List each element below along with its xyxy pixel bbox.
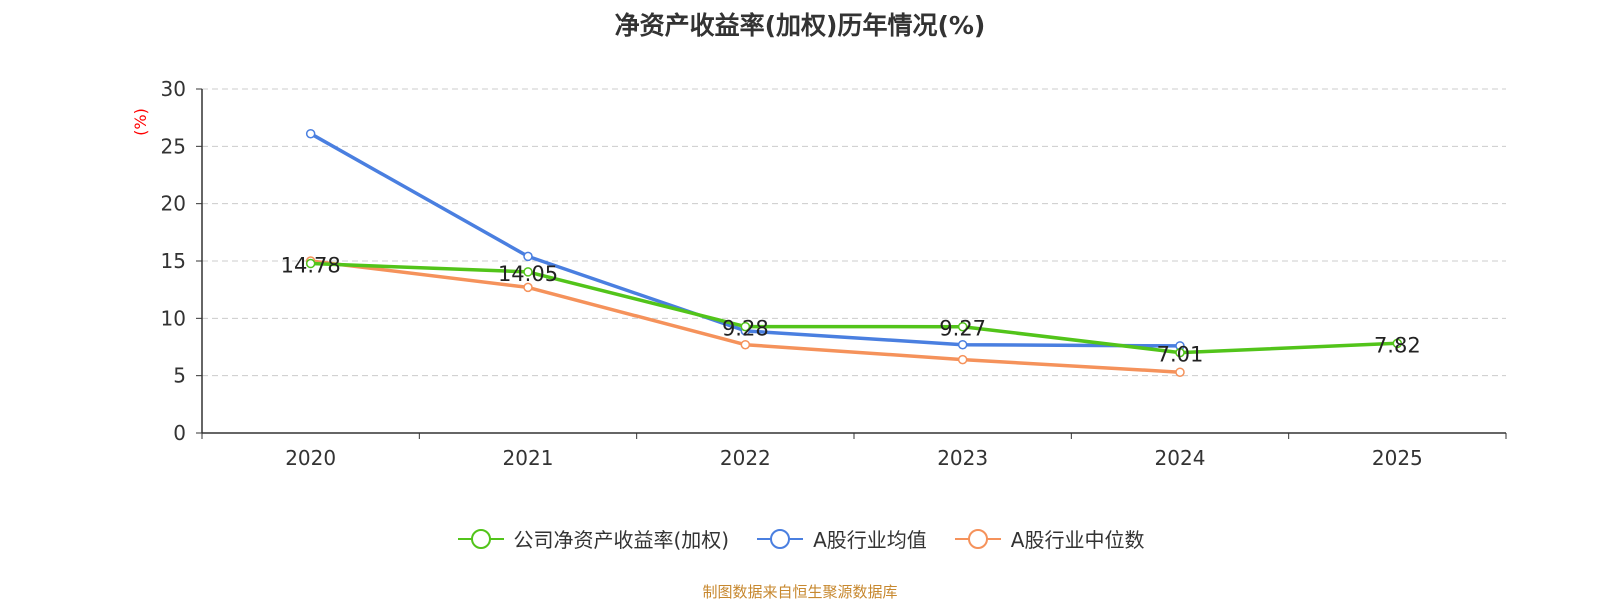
data-label: 7.82 xyxy=(1374,333,1421,357)
legend: 公司净资产收益率(加权) A股行业均值 A股行业中位数 xyxy=(0,524,1600,553)
series-lines xyxy=(305,128,1403,377)
x-tick-label: 2024 xyxy=(1155,446,1206,470)
x-tick-label: 2025 xyxy=(1372,446,1423,470)
data-label: 14.05 xyxy=(498,262,558,286)
y-tick-label: 0 xyxy=(173,421,186,445)
legend-circle xyxy=(470,528,491,549)
data-point xyxy=(305,128,316,139)
data-point xyxy=(740,321,751,332)
series-line xyxy=(310,261,1398,355)
chart-title: 净资产收益率(加权)历年情况(%) xyxy=(614,11,986,40)
x-tick-label: 2022 xyxy=(720,446,771,470)
data-point xyxy=(523,282,533,293)
grid-lines xyxy=(202,88,1506,377)
x-tick-label: 2023 xyxy=(937,446,988,470)
legend-item[interactable]: A股行业中位数 xyxy=(953,524,1145,553)
x-tick-label: 2021 xyxy=(503,446,554,470)
y-tick-label: 15 xyxy=(161,249,186,273)
data-point xyxy=(523,251,533,262)
data-point xyxy=(740,339,751,350)
data-label: 14.78 xyxy=(281,254,341,278)
y-tick-label: 20 xyxy=(161,192,186,216)
y-tick-label: 10 xyxy=(161,306,186,330)
data-point xyxy=(1392,338,1403,349)
legend-circle xyxy=(770,528,791,549)
series-line xyxy=(309,132,1181,348)
y-axis-label: (%) xyxy=(131,108,150,136)
legend-marker-icon xyxy=(954,528,1001,549)
data-source-note: 制图数据来自恒生聚源数据库 xyxy=(702,583,898,601)
legend-label: A股行业均值 xyxy=(813,528,927,552)
legend-label: A股行业中位数 xyxy=(1010,528,1145,552)
legend-item[interactable]: 公司净资产收益率(加权) xyxy=(456,524,730,553)
data-point xyxy=(305,258,316,269)
data-point xyxy=(957,321,968,332)
data-point xyxy=(1175,347,1185,358)
data-point xyxy=(957,339,968,350)
legend-marker-icon xyxy=(757,528,804,549)
y-tick-label: 25 xyxy=(161,134,186,158)
legend-item[interactable]: A股行业均值 xyxy=(755,524,927,553)
data-label: 9.28 xyxy=(722,317,769,341)
y-tick-label: 5 xyxy=(173,364,186,388)
legend-label: 公司净资产收益率(加权) xyxy=(513,528,730,552)
data-label: 9.27 xyxy=(939,317,986,341)
x-tick-label: 2020 xyxy=(285,446,336,470)
data-label: 7.01 xyxy=(1157,343,1204,367)
data-point xyxy=(523,267,533,277)
legend-marker-icon xyxy=(457,528,504,549)
legend-circle xyxy=(967,528,988,549)
data-point xyxy=(1175,367,1185,377)
data-labels: 14.78 14.05 9.28 9.27 7.01 7.82 xyxy=(281,254,1421,367)
y-tick-label: 30 xyxy=(161,77,186,101)
data-point xyxy=(957,354,968,365)
